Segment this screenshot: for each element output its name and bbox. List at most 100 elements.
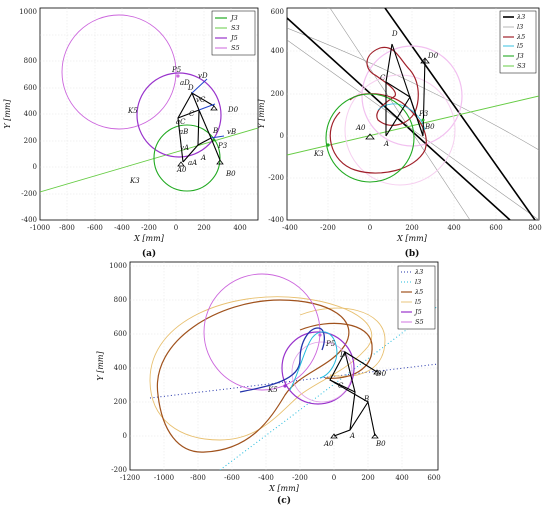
panel-a-s3-line <box>40 127 258 193</box>
tick-label: -400 <box>21 216 37 224</box>
panel-a-xlabel: X [mm] <box>133 234 165 243</box>
panel-c-label: A <box>349 432 355 440</box>
tick-label: -600 <box>87 224 103 232</box>
panel-a-p3-point <box>212 138 216 142</box>
panel-a-s5-circle <box>61 14 177 130</box>
tick-label: -1000 <box>154 474 174 482</box>
panel-c-legend-entry: l5 <box>415 298 421 306</box>
panel-a-label: A <box>200 154 206 162</box>
panel-a-legend-entry: J3 <box>229 14 238 22</box>
panel-c-label: D0 <box>375 370 387 378</box>
panel-b-legend-entry: l3 <box>517 23 523 31</box>
panel-b-yticks: -400 -200 0 200 400 600 <box>268 8 284 224</box>
tick-label: -800 <box>190 474 206 482</box>
panel-a: P5 vD aD D vC D0 K5 C aC aB B vB P3 vA A… <box>3 7 259 259</box>
tick-label: -400 <box>282 224 298 232</box>
panel-b-label: D0 <box>427 52 439 60</box>
panel-c-legend-entry: J5 <box>413 308 422 316</box>
tick-label: 0 <box>280 132 284 140</box>
tick-label: 200 <box>24 137 37 145</box>
panel-c-mechanism <box>329 350 378 437</box>
panel-a-legend-entry: S5 <box>231 44 240 52</box>
tick-label: 1000 <box>19 8 37 16</box>
panel-a-label: aB <box>179 128 188 136</box>
tick-label: -200 <box>268 174 284 182</box>
panel-b-j3-circle <box>325 93 415 183</box>
tick-label: 400 <box>447 224 460 232</box>
panel-b-ylabel: Y [mm] <box>257 99 266 129</box>
panel-c-label: B <box>363 395 369 403</box>
panel-c-xlabel: X [mm] <box>268 484 300 493</box>
tick-label: -400 <box>114 224 130 232</box>
panel-b-k3-point <box>326 143 330 147</box>
panel-a-label: C <box>189 110 195 118</box>
tick-label: 600 <box>489 224 502 232</box>
tick-label: 400 <box>233 224 246 232</box>
tick-label: 400 <box>271 47 284 55</box>
panel-a-label: D0 <box>227 106 239 114</box>
panel-c-label: D <box>339 351 346 359</box>
panel-a-label: D <box>187 84 194 92</box>
panel-c-supports <box>330 369 381 439</box>
panel-a-ylabel: Y [mm] <box>3 99 12 129</box>
panel-b-label: A <box>383 140 389 148</box>
tick-label: 200 <box>405 224 418 232</box>
tick-label: -800 <box>59 224 75 232</box>
panel-a-label: vD <box>198 72 208 80</box>
panel-a-vectors <box>191 78 225 139</box>
tick-label: -1000 <box>30 224 50 232</box>
panel-c-legend-entry: S5 <box>415 318 424 326</box>
tick-label: 600 <box>427 474 440 482</box>
tick-label: 0 <box>368 224 372 232</box>
panel-a-label: B <box>212 127 218 135</box>
panel-b-p3-point <box>421 118 425 122</box>
tick-label: 0 <box>123 432 127 440</box>
tick-label: 0 <box>33 163 37 171</box>
panel-a-p5-point <box>176 74 180 78</box>
panel-a-mechanism <box>177 91 221 163</box>
panel-b-faint-circle <box>344 74 456 186</box>
panel-b-point-labels: D D0 C P3 A0 B0 A K3 <box>313 30 439 158</box>
tick-label: 600 <box>114 330 127 338</box>
tick-label: -400 <box>268 216 284 224</box>
panel-a-label: aC <box>176 118 186 126</box>
panel-c-l5-curve <box>149 296 373 441</box>
panel-a-xticks: -1000 -800 -600 -400 -200 0 200 400 <box>30 224 247 232</box>
panel-c-lambda5-curve <box>299 322 373 379</box>
panel-a-grid <box>40 8 258 220</box>
panel-c-frame <box>129 261 439 471</box>
panel-b-mechanism <box>385 43 426 137</box>
tick-label: -200 <box>21 190 37 198</box>
tick-label: 400 <box>24 110 37 118</box>
panel-b-supports <box>365 57 430 140</box>
tick-label: -600 <box>224 474 240 482</box>
panel-a-label: B0 <box>225 170 236 178</box>
panel-a-label: vA <box>180 144 189 152</box>
tick-label: 0 <box>174 224 178 232</box>
panel-b-frame <box>286 7 540 221</box>
panel-c-p5-point <box>318 333 322 337</box>
tick-label: 800 <box>24 57 37 65</box>
panel-b-legend-entry: λ5 <box>516 33 525 41</box>
panel-c-label: K5 <box>267 386 278 394</box>
panel-b-label: P3 <box>418 110 429 118</box>
panel-c-label: C <box>338 382 344 390</box>
panel-c-lambda3-curve <box>239 327 325 393</box>
panel-c: P5 D D0 K5 C B A0 A B0 λ3 l3 λ5 l5 J5 S5 <box>96 261 441 506</box>
panel-c-ylabel: Y [mm] <box>96 351 105 381</box>
panel-a-label: K3 <box>129 177 140 185</box>
panel-a-label: aA <box>188 159 197 167</box>
tick-label: 200 <box>271 90 284 98</box>
tick-label: 600 <box>271 8 284 16</box>
panel-b: D D0 C P3 A0 B0 A K3 λ3 l3 λ5 l5 J3 S3 <box>257 7 542 259</box>
panel-c-legend-entry: l3 <box>415 278 421 286</box>
tick-label: 800 <box>114 296 127 304</box>
panel-a-j5-circle <box>136 72 222 158</box>
panel-b-caption: (b) <box>405 248 420 259</box>
tick-label: -1200 <box>120 474 140 482</box>
panel-b-lambda5-curve <box>329 93 427 174</box>
tick-label: 0 <box>332 474 336 482</box>
panel-b-label: A0 <box>355 124 366 132</box>
tick-label: -200 <box>320 224 336 232</box>
